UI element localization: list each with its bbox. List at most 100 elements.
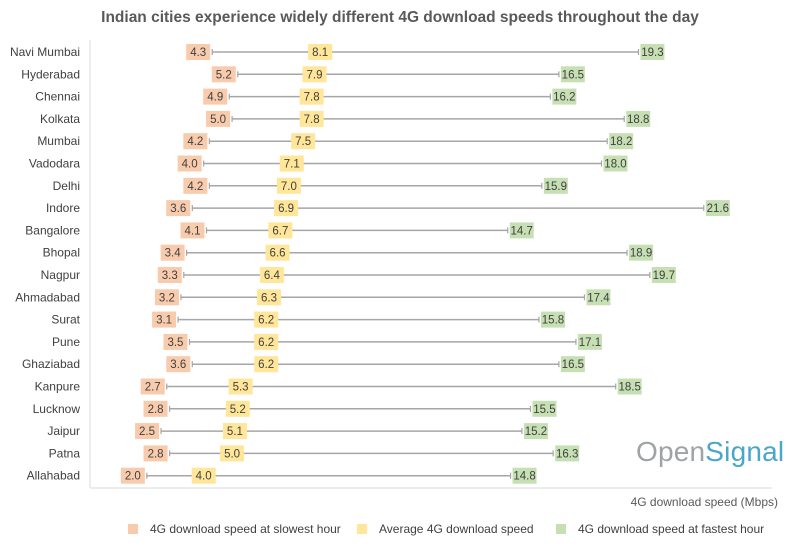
point-slowest-allahabad	[120, 467, 145, 484]
point-fastest-lucknow	[532, 400, 557, 417]
point-slowest-nagpur	[157, 267, 182, 283]
point-fastest-kolkata	[626, 110, 651, 127]
point-fastest-allahabad	[512, 467, 537, 484]
data-label-slowest-delhi: 4.2	[187, 181, 203, 193]
data-label-average-chennai: 7.8	[304, 92, 320, 104]
data-label-average-nagpur: 6.4	[264, 270, 281, 282]
y-tick-label-surat: Surat	[51, 313, 80, 327]
legend-swatch-average	[357, 524, 367, 534]
point-slowest-kanpure	[140, 378, 165, 395]
point-slowest-patna	[143, 445, 168, 462]
point-average-kolkata	[299, 110, 324, 127]
data-label-average-bangalore: 6.7	[272, 225, 288, 237]
point-fastest-kanpure	[617, 378, 642, 395]
point-average-pune	[254, 333, 279, 350]
data-label-fastest-mumbai: 18.2	[610, 136, 632, 148]
point-fastest-bhopal	[629, 244, 654, 261]
point-average-indore	[274, 200, 299, 217]
data-label-average-ghaziabad: 6.2	[258, 359, 274, 371]
data-label-slowest-vadodara: 4.0	[182, 159, 198, 171]
point-average-bhopal	[265, 244, 290, 261]
y-tick-label-indore: Indore	[46, 201, 80, 215]
point-slowest-mumbai	[183, 133, 208, 150]
point-slowest-surat	[152, 311, 177, 328]
legend-label-fastest: 4G download speed at fastest hour	[578, 522, 765, 536]
data-label-fastest-navi-mumbai: 19.3	[641, 47, 663, 59]
data-label-fastest-bangalore: 14.7	[511, 225, 533, 237]
data-label-slowest-chennai: 4.9	[207, 92, 223, 104]
legend-item-fastest: 4G download speed at fastest hour	[556, 522, 764, 536]
data-label-fastest-ghaziabad: 16.5	[562, 359, 584, 371]
point-fastest-bangalore	[509, 222, 534, 239]
point-slowest-bhopal	[160, 244, 185, 261]
data-label-fastest-nagpur: 19.7	[653, 270, 675, 282]
point-average-nagpur	[259, 267, 284, 283]
point-slowest-ghaziabad	[166, 356, 191, 373]
data-label-fastest-kolkata: 18.8	[627, 114, 649, 126]
legend: 4G download speed at slowest hour Averag…	[0, 522, 800, 542]
point-average-delhi	[276, 177, 301, 194]
data-label-average-surat: 6.2	[258, 315, 274, 327]
point-average-navi-mumbai	[308, 44, 333, 60]
point-average-kanpure	[228, 378, 253, 395]
data-label-slowest-surat: 3.1	[156, 315, 172, 327]
point-fastest-surat	[540, 311, 565, 328]
data-label-fastest-ahmadabad: 17.4	[587, 292, 610, 304]
data-label-fastest-delhi: 15.9	[545, 181, 567, 193]
y-tick-label-delhi: Delhi	[53, 179, 80, 193]
y-tick-label-ghaziabad: Ghaziabad	[22, 357, 80, 371]
point-slowest-hyderabad	[211, 66, 236, 83]
point-slowest-vadodara	[177, 155, 202, 172]
legend-item-slowest: 4G download speed at slowest hour	[128, 522, 341, 536]
data-label-slowest-kolkata: 5.0	[210, 114, 226, 126]
data-label-slowest-pune: 3.5	[167, 337, 183, 349]
y-tick-label-bangalore: Bangalore	[25, 223, 80, 237]
y-tick-label-bhopal: Bhopal	[43, 246, 80, 260]
point-slowest-indore	[166, 200, 191, 217]
data-label-average-indore: 6.9	[278, 203, 294, 215]
legend-swatch-slowest	[128, 524, 138, 534]
point-average-bangalore	[268, 222, 293, 239]
data-label-average-kolkata: 7.8	[304, 114, 320, 126]
point-fastest-nagpur	[651, 267, 676, 283]
data-label-fastest-surat: 15.8	[542, 315, 564, 327]
data-label-slowest-lucknow: 2.8	[148, 404, 164, 416]
point-average-jaipur	[222, 423, 247, 440]
point-fastest-indore	[705, 200, 730, 217]
y-tick-label-navi-mumbai: Navi Mumbai	[10, 45, 80, 59]
y-tick-label-mumbai: Mumbai	[37, 134, 80, 148]
data-label-average-patna: 5.0	[224, 448, 240, 460]
data-label-fastest-lucknow: 15.5	[533, 404, 555, 416]
data-label-average-jaipur: 5.1	[227, 426, 243, 438]
point-average-allahabad	[191, 467, 216, 484]
point-average-ghaziabad	[254, 356, 279, 373]
data-label-fastest-kanpure: 18.5	[619, 382, 641, 394]
point-slowest-kolkata	[206, 110, 231, 127]
logo-text-open: Open	[636, 436, 706, 467]
legend-label-average: Average 4G download speed	[379, 522, 534, 536]
data-label-fastest-indore: 21.6	[707, 203, 729, 215]
legend-item-average: Average 4G download speed	[357, 522, 534, 536]
point-slowest-delhi	[183, 177, 208, 194]
data-label-slowest-patna: 2.8	[148, 448, 164, 460]
point-fastest-ahmadabad	[586, 289, 611, 306]
data-label-slowest-hyderabad: 5.2	[216, 69, 232, 81]
point-slowest-navi-mumbai	[186, 44, 211, 60]
data-label-slowest-indore: 3.6	[170, 203, 186, 215]
data-label-slowest-navi-mumbai: 4.3	[190, 47, 206, 59]
y-tick-label-vadodara: Vadodara	[29, 157, 80, 171]
y-tick-label-kolkata: Kolkata	[40, 112, 80, 126]
data-label-fastest-allahabad: 14.8	[513, 471, 535, 483]
point-average-mumbai	[291, 133, 316, 150]
data-label-average-bhopal: 6.6	[270, 248, 286, 260]
point-fastest-chennai	[552, 88, 577, 105]
x-axis-label: 4G download speed (Mbps)	[630, 495, 778, 509]
data-label-fastest-pune: 17.1	[579, 337, 601, 349]
data-label-slowest-bangalore: 4.1	[185, 225, 201, 237]
point-average-surat	[254, 311, 279, 328]
data-label-fastest-patna: 16.3	[556, 448, 578, 460]
y-tick-label-chennai: Chennai	[35, 90, 80, 104]
y-tick-label-allahabad: Allahabad	[27, 469, 80, 483]
point-fastest-vadodara	[603, 155, 628, 172]
data-label-average-allahabad: 4.0	[196, 471, 212, 483]
